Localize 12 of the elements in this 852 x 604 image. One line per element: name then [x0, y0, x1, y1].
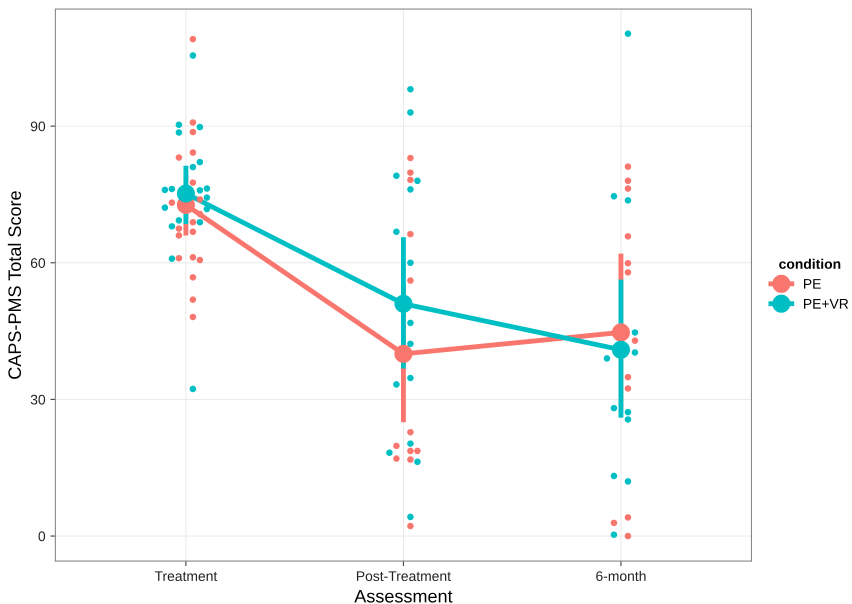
legend-label: PE+VR	[804, 299, 848, 309]
y-axis-title: CAPS-PMS Total Score	[8, 191, 22, 379]
y-tick-label: 0	[38, 531, 46, 542]
y-tick-label: 90	[30, 121, 46, 132]
x-tick-label: Post-Treatment	[356, 571, 451, 582]
x-axis-title: Assessment	[354, 590, 452, 603]
x-tick-label: 6-month	[596, 570, 646, 582]
y-tick-label: 30	[30, 394, 46, 405]
x-tick-label: Treatment	[154, 571, 218, 582]
legend-title: condition	[779, 258, 840, 269]
legend-label: PE	[804, 279, 821, 289]
y-tick-label: 60	[30, 258, 46, 268]
